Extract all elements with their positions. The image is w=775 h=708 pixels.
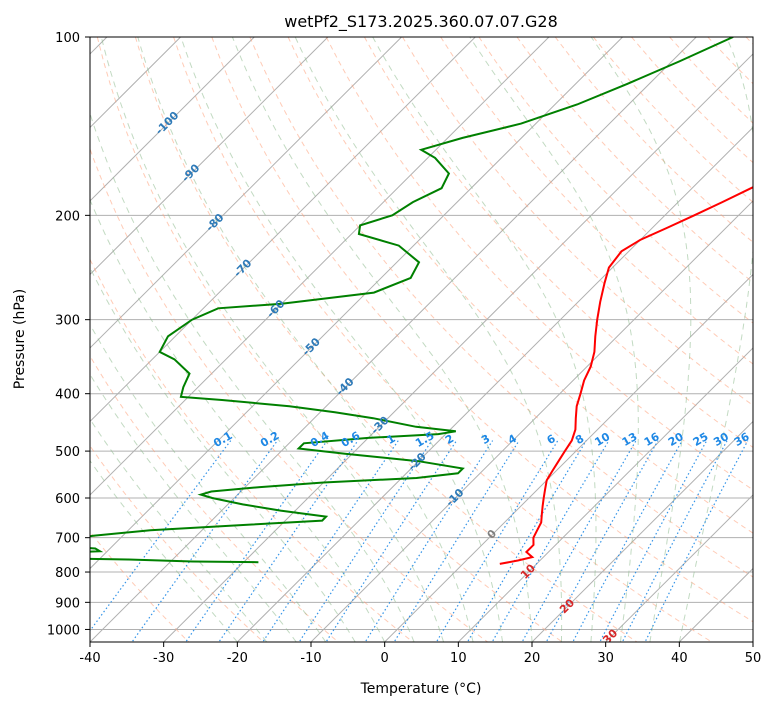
moist-adiabat-line xyxy=(90,198,386,642)
mixing-ratio-line xyxy=(325,440,458,642)
isotherm-line xyxy=(90,37,255,202)
x-tick-label: -10 xyxy=(300,651,321,666)
x-axis-label: Temperature (°C) xyxy=(360,681,482,697)
moist-adiabat-line xyxy=(90,373,297,642)
dry-adiabat-line xyxy=(90,147,489,642)
isotherm-line xyxy=(457,347,753,642)
y-tick-label: 300 xyxy=(55,314,80,329)
moist-adiabat-line xyxy=(90,266,356,642)
dewpoint-profile-line xyxy=(90,37,734,564)
profiles xyxy=(90,37,753,565)
mixing-ratio-line xyxy=(435,440,559,642)
y-tick-label: 900 xyxy=(55,596,80,611)
dry-adiabat-line xyxy=(90,258,414,642)
moist-adiabat-line xyxy=(231,37,533,642)
dry-adiabat-line xyxy=(90,355,339,642)
y-tick-label: 700 xyxy=(55,532,80,547)
dry-adiabat-line xyxy=(402,37,753,406)
x-tick-label: -40 xyxy=(79,651,100,666)
isotherm-line xyxy=(384,273,753,642)
x-tick-label: 30 xyxy=(597,651,614,666)
dry-adiabat-line xyxy=(287,37,753,534)
axis-ticks: -40 -30 -20 -10 0 10 20 30 40 50 100 200 300 400 500 60… xyxy=(47,31,761,666)
dry-adiabat-line xyxy=(134,37,638,642)
dry-adiabat-line xyxy=(478,37,753,324)
moist-adiabat-line xyxy=(469,37,639,642)
mixing-ratio-line xyxy=(466,440,587,642)
temperature-profile-line xyxy=(499,186,753,565)
y-tick-label: 500 xyxy=(55,445,80,460)
moist-adiabat-line xyxy=(137,37,474,642)
moist-adiabat-line xyxy=(90,323,327,642)
isotherm-line xyxy=(90,37,329,276)
mixing-ratio-line xyxy=(521,440,637,642)
moist-adiabat-line xyxy=(590,37,692,642)
isotherm-line xyxy=(605,494,753,642)
y-tick-label: 100 xyxy=(55,31,80,46)
y-tick-label: 800 xyxy=(55,566,80,581)
isotherm-line xyxy=(90,37,623,570)
isotherm-line xyxy=(310,200,753,642)
dry-adiabat-line xyxy=(249,37,753,578)
y-tick-label: 200 xyxy=(55,209,80,224)
mixing-ratio-line xyxy=(262,440,399,642)
mixing-ratio-line xyxy=(621,440,728,642)
x-tick-label: 40 xyxy=(671,651,688,666)
dry-adiabat-line xyxy=(211,37,753,623)
moist-adiabat-line xyxy=(90,111,415,642)
dry-adiabat-line xyxy=(440,37,753,365)
x-tick-label: 50 xyxy=(745,651,762,666)
x-tick-label: -30 xyxy=(153,651,174,666)
mixing-ratio-line xyxy=(491,440,610,642)
moist-adiabat-line xyxy=(90,418,268,642)
y-axis-label: Pressure (hPa) xyxy=(12,289,28,389)
chart-title: wetPf2_S173.2025.360.07.07.G28 xyxy=(284,12,558,32)
x-tick-label: 0 xyxy=(381,651,389,666)
moist-adiabat-line xyxy=(100,37,445,642)
mixing-ratio-line xyxy=(298,440,433,642)
moist-adiabat-line xyxy=(294,37,563,642)
mixing-ratio-line xyxy=(364,440,494,642)
x-tick-label: 20 xyxy=(524,651,541,666)
isotherm-line xyxy=(531,420,753,642)
moist-adiabat-line xyxy=(90,459,238,642)
isotherm-line xyxy=(90,37,476,423)
mixing-ratio-line xyxy=(393,440,520,642)
dry-adiabat-line xyxy=(96,37,564,642)
y-tick-label: 400 xyxy=(55,388,80,403)
moist-adiabat-line xyxy=(678,37,753,642)
isotherm-line xyxy=(163,53,753,642)
plot-frame xyxy=(89,36,754,643)
background-lines xyxy=(90,37,753,642)
y-tick-label: 1000 xyxy=(47,623,80,638)
y-tick-label: 600 xyxy=(55,492,80,507)
x-tick-label: -20 xyxy=(227,651,248,666)
mixing-ratio-line xyxy=(572,440,683,642)
moist-adiabat-line xyxy=(372,37,597,642)
mixing-ratio-line xyxy=(599,440,708,642)
isotherm-line xyxy=(90,37,697,642)
isotherm-line xyxy=(236,126,753,642)
x-tick-label: 10 xyxy=(450,651,467,666)
